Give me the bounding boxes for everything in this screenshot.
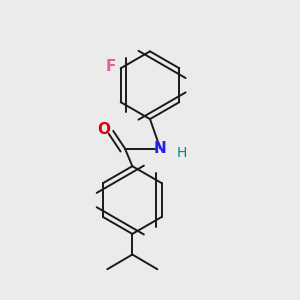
Text: F: F	[106, 59, 116, 74]
Text: O: O	[97, 122, 110, 137]
Text: H: H	[176, 146, 187, 160]
Text: N: N	[154, 141, 167, 156]
